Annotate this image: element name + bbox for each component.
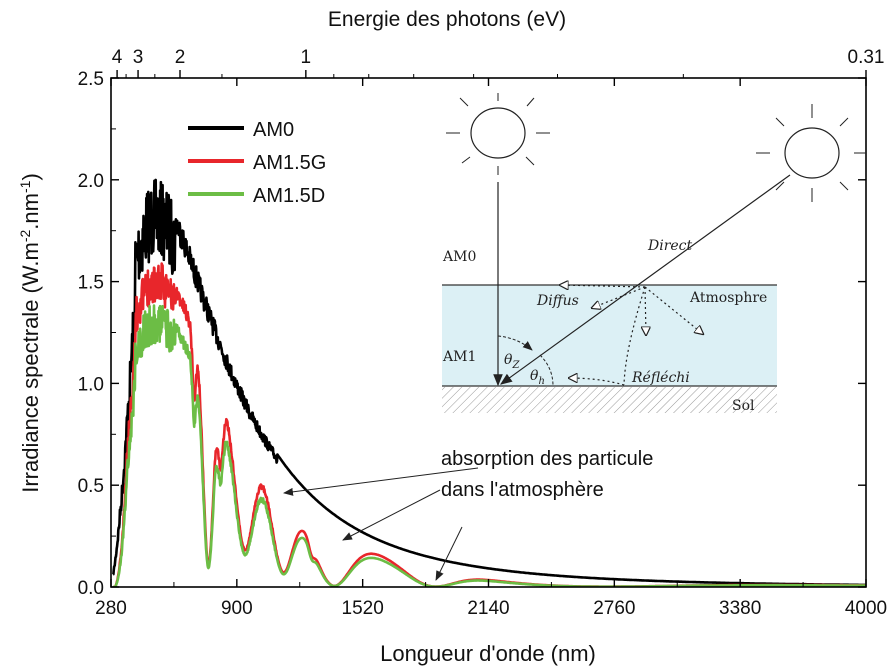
x-tick-label: 280 (95, 598, 127, 619)
x-tick-label: 2140 (467, 598, 509, 619)
y-tick-label: 1.0 (78, 374, 104, 395)
y-tick-label: 0.0 (78, 578, 104, 599)
legend-label-am15g: AM1.5G (253, 152, 326, 174)
top-axis-label: Energie des photons (eV) (328, 8, 566, 31)
theta-h-label: θh (530, 368, 545, 387)
top-tick-label: 4 (112, 47, 123, 68)
am0-label: AM0 (442, 249, 476, 265)
am1-label: AM1 (442, 349, 476, 365)
y-axis-ticks: 0.0 0.5 1.0 1.5 2.0 2.5 (78, 69, 866, 599)
series-line-am15d (112, 304, 866, 587)
top-tick-label: 2 (175, 47, 186, 68)
y-tick-label: 1.5 (78, 273, 104, 294)
x-tick-label: 900 (221, 598, 253, 619)
top-tick-label: 0.31 (848, 47, 885, 68)
top-tick-label: 1 (301, 47, 312, 68)
annotation-arrow-2 (342, 489, 441, 541)
absorption-annotation: absorption des particule dans l'atmosphè… (283, 448, 653, 581)
series-line-am0 (112, 178, 866, 587)
atmosphere-inset: AM0 AM1 Direct Diffus Atmosphre Réfléchi… (442, 93, 866, 414)
y-tick-label: 2.5 (78, 69, 104, 90)
annotation-arrow-3 (435, 526, 463, 581)
sun-icon-overhead (446, 93, 550, 175)
theta-h-arc (539, 354, 554, 387)
annotation-line1: absorption des particule (441, 448, 653, 470)
annotation-line2: dans l'atmosphère (441, 479, 604, 501)
x-tick-label: 4000 (845, 598, 887, 619)
annotation-arrow-1 (283, 467, 479, 496)
legend-label-am0: AM0 (253, 119, 294, 141)
x-tick-label: 3380 (719, 598, 761, 619)
top-tick-label: 3 (133, 47, 144, 68)
x-tick-label: 2760 (593, 598, 635, 619)
y-tick-label: 2.0 (78, 171, 104, 192)
y-axis-label: Irradiance spectrale (W.m-2.nm-1) (17, 173, 43, 493)
x-tick-label: 1520 (342, 598, 384, 619)
scattered-rays (560, 285, 703, 386)
x-axis-label: Longueur d'onde (nm) (380, 641, 596, 666)
direct-ray (500, 174, 791, 385)
ground-hatch (442, 387, 777, 413)
reflechi-label: Réfléchi (631, 370, 690, 386)
legend: AM0 AM1.5G AM1.5D (188, 119, 326, 207)
sol-label: Sol (732, 398, 755, 414)
atmosphere-label: Atmosphre (689, 290, 767, 306)
series-layer (112, 178, 866, 587)
diffus-label: Diffus (536, 293, 579, 309)
sun-icon-oblique (756, 104, 866, 202)
legend-label-am15d: AM1.5D (253, 185, 325, 207)
x-axis-ticks: 280 900 1520 2140 2760 3380 4000 (95, 78, 887, 619)
theta-z-label: θZ (504, 352, 520, 371)
top-axis-ticks: 4 3 2 1 0.31 (112, 47, 885, 78)
direct-label: Direct (647, 238, 693, 254)
y-tick-label: 0.5 (78, 476, 104, 497)
